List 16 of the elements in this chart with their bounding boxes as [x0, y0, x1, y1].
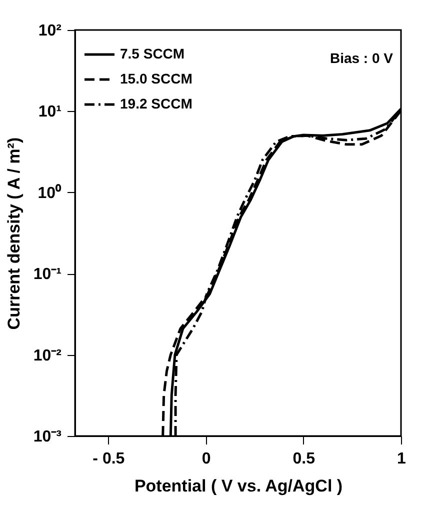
x-tick-label: 1	[397, 450, 406, 468]
y-tick-label: 10¹	[38, 104, 62, 121]
legend-label: 7.5 SCCM	[120, 46, 185, 62]
legend-label: 19.2 SCCM	[120, 96, 192, 112]
y-tick-label: 10⁻³	[33, 428, 62, 446]
x-axis-title: Potential ( V vs. Ag/AgCl )	[134, 476, 343, 496]
y-tick-label: 10⁰	[38, 184, 62, 202]
x-tick-label: 0.5	[292, 450, 316, 468]
y-axis-title: Current density ( A / m²)	[4, 137, 24, 330]
y-tick-label: 10⁻²	[33, 347, 62, 364]
x-tick-label: 0	[202, 450, 211, 468]
legend-label: 15.0 SCCM	[120, 70, 192, 86]
y-tick-label: 10⁻¹	[33, 266, 62, 284]
annotation: Bias : 0 V	[330, 50, 394, 66]
y-tick-label: 10²	[38, 22, 62, 40]
x-tick-label: - 0.5	[92, 450, 125, 468]
